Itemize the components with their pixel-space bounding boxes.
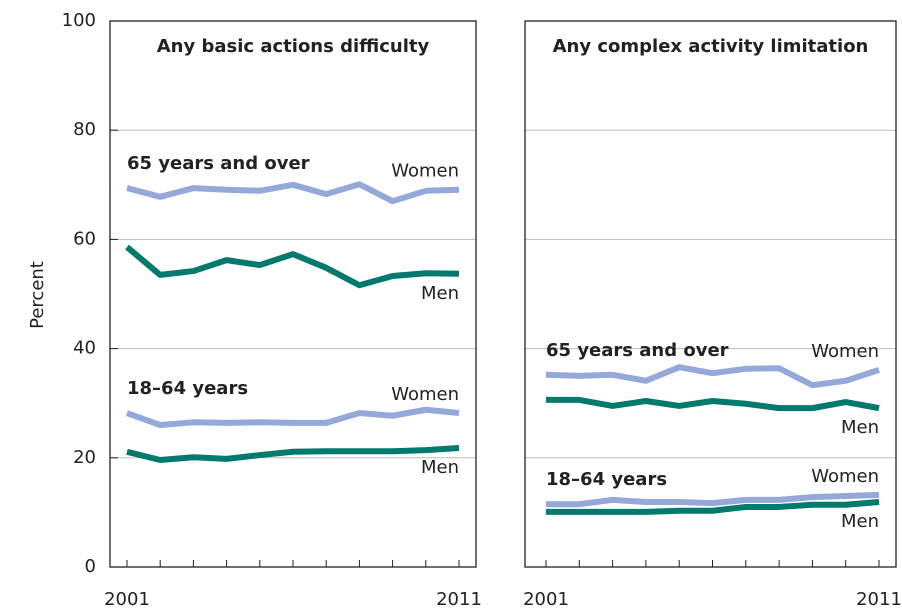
group-label: 65 years and over xyxy=(127,153,310,174)
x-tick-label: 2011 xyxy=(436,589,482,610)
group-label: 65 years and over xyxy=(546,340,729,361)
y-tick-label: 0 xyxy=(85,556,96,577)
series-label: Women xyxy=(391,161,459,182)
y-tick-label: 40 xyxy=(73,338,96,359)
panel-title: Any complex activity limitation xyxy=(553,36,869,57)
panel-title: Any basic actions difficulty xyxy=(157,36,430,57)
series-label: Men xyxy=(421,457,459,478)
line-series xyxy=(546,499,880,515)
line-series xyxy=(546,396,880,412)
series-label: Men xyxy=(841,417,879,438)
group-label: 18–64 years xyxy=(546,469,667,490)
line-series xyxy=(126,181,460,205)
line-series xyxy=(125,244,460,289)
x-tick-label: 2001 xyxy=(523,589,569,610)
group-label: 18–64 years xyxy=(127,378,248,399)
y-axis-label: Percent xyxy=(27,261,48,329)
y-tick-label: 80 xyxy=(73,119,96,140)
plot-frame xyxy=(524,20,897,568)
series-label: Women xyxy=(811,341,879,362)
line-series xyxy=(126,444,460,463)
line-series xyxy=(546,491,880,508)
y-tick-label: 20 xyxy=(73,447,96,468)
line-series xyxy=(545,364,880,389)
y-tick-label: 100 xyxy=(62,10,96,31)
series-label: Men xyxy=(841,511,879,532)
series-label: Women xyxy=(811,466,879,487)
series-label: Men xyxy=(421,283,459,304)
y-tick-label: 60 xyxy=(73,228,96,249)
line-series xyxy=(125,406,460,429)
x-tick-label: 2001 xyxy=(104,589,150,610)
x-tick-label: 2011 xyxy=(856,589,902,610)
series-label: Women xyxy=(391,384,459,405)
